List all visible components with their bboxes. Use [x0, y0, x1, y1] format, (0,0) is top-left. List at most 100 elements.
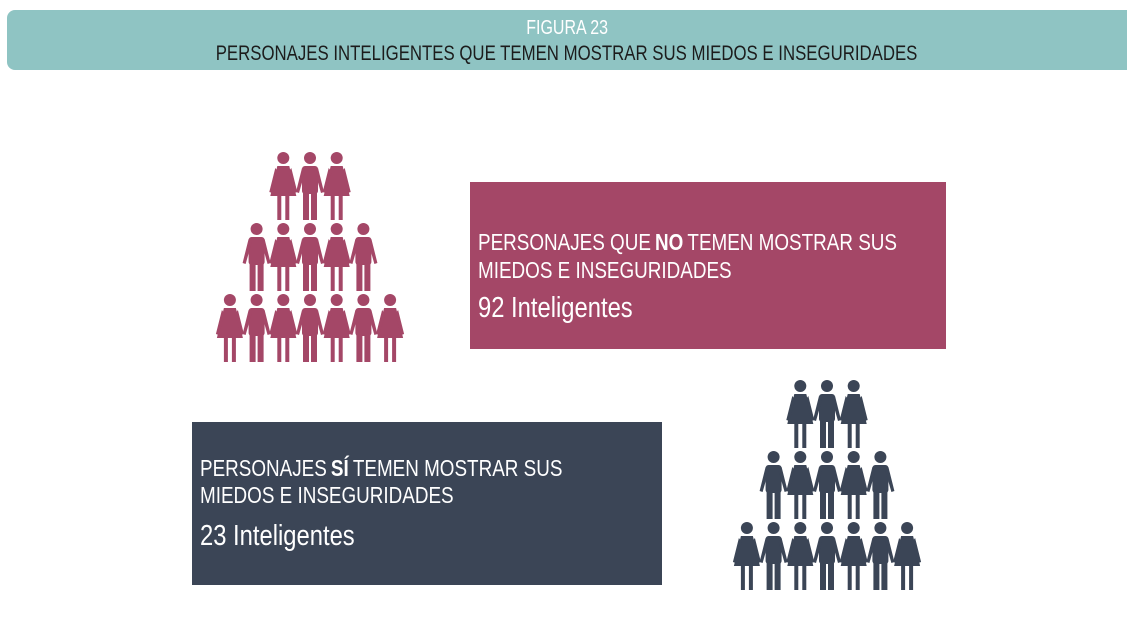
leg	[828, 562, 834, 590]
panel-no: PERSONAJES QUE NO TEMEN MOSTRAR SUS MIEDOS…	[470, 182, 946, 349]
leg	[855, 495, 860, 519]
panel-text: TEMEN MOSTRAR SUS	[352, 455, 563, 481]
arms	[349, 239, 378, 264]
person-male	[759, 451, 788, 519]
leg	[277, 196, 282, 220]
person-male	[813, 451, 841, 519]
figure-number: FIGURA 23	[526, 17, 608, 39]
torso	[819, 465, 835, 493]
person-male	[296, 294, 324, 362]
torso	[765, 536, 782, 564]
leg	[802, 495, 807, 519]
leg	[285, 267, 290, 291]
arms	[786, 467, 815, 492]
arms	[296, 310, 324, 335]
person-female	[376, 294, 405, 362]
leg	[285, 196, 290, 220]
torso	[248, 308, 265, 336]
leg	[303, 263, 309, 291]
person-male	[242, 223, 271, 291]
head	[794, 380, 807, 392]
head	[821, 451, 833, 463]
panel-text: MIEDOS E INSEGURIDADES	[200, 482, 454, 508]
arms	[866, 467, 895, 492]
leg	[231, 338, 236, 362]
figure-title: PERSONAJES INTELIGENTES QUE TEMEN MOSTRA…	[216, 42, 918, 65]
leg	[847, 566, 852, 590]
arms	[296, 168, 324, 193]
person-female	[269, 223, 298, 291]
leg	[330, 338, 335, 362]
panel-text: TEMEN MOSTRAR SUS	[687, 229, 897, 255]
person-female	[839, 522, 868, 590]
arms	[376, 310, 405, 335]
panel-text: PERSONAJES	[200, 455, 327, 481]
arms	[893, 538, 922, 563]
leg	[766, 491, 773, 519]
leg	[249, 263, 256, 291]
panel-si: PERSONAJES SÍ TEMEN MOSTRAR SUS MIEDOS E I…	[192, 422, 662, 585]
head	[304, 223, 316, 235]
leg	[820, 491, 826, 519]
person-female	[215, 294, 244, 362]
leg	[392, 338, 397, 362]
torso	[765, 465, 782, 493]
leg	[740, 566, 745, 590]
arms	[813, 467, 841, 492]
arms	[813, 538, 841, 563]
person-female	[269, 152, 298, 220]
leg	[338, 338, 343, 362]
arms	[349, 310, 378, 335]
leg	[338, 267, 343, 291]
leg	[855, 566, 860, 590]
head	[794, 451, 807, 463]
arms	[322, 310, 351, 335]
leg	[881, 562, 888, 590]
head	[277, 294, 290, 306]
leg	[873, 562, 880, 590]
head	[330, 152, 343, 164]
leg	[901, 566, 906, 590]
leg	[847, 424, 852, 448]
torso	[355, 308, 372, 336]
head	[330, 223, 343, 235]
panel-text: PERSONAJES QUE	[478, 229, 651, 255]
person-male	[242, 294, 271, 362]
person-male	[349, 223, 378, 291]
leg	[303, 192, 309, 220]
arms	[242, 239, 271, 264]
torso	[302, 166, 318, 194]
leg	[881, 491, 888, 519]
head	[847, 380, 860, 392]
head	[847, 522, 860, 534]
leg	[802, 566, 807, 590]
person-female	[839, 380, 868, 448]
torso	[355, 237, 372, 265]
arms	[786, 396, 815, 421]
leg	[330, 196, 335, 220]
person-male	[866, 451, 895, 519]
leg	[311, 192, 317, 220]
person-male	[813, 380, 841, 448]
panel-text: MIEDOS E INSEGURIDADES	[478, 257, 732, 283]
leg	[847, 495, 852, 519]
head	[821, 522, 833, 534]
arms	[866, 538, 895, 563]
panel-count: 92 Inteligentes	[478, 292, 633, 324]
header-bar: FIGURA 23 PERSONAJES INTELIGENTES QUE TE…	[7, 10, 1127, 70]
leg	[828, 420, 834, 448]
leg	[356, 334, 363, 362]
head	[874, 451, 887, 463]
arms	[269, 239, 298, 264]
person-male	[866, 522, 895, 590]
person-male	[296, 223, 324, 291]
leg	[338, 196, 343, 220]
arms	[215, 310, 244, 335]
head	[277, 223, 290, 235]
head	[847, 451, 860, 463]
leg	[828, 491, 834, 519]
leg	[748, 566, 753, 590]
torso	[872, 536, 889, 564]
head	[821, 380, 833, 392]
